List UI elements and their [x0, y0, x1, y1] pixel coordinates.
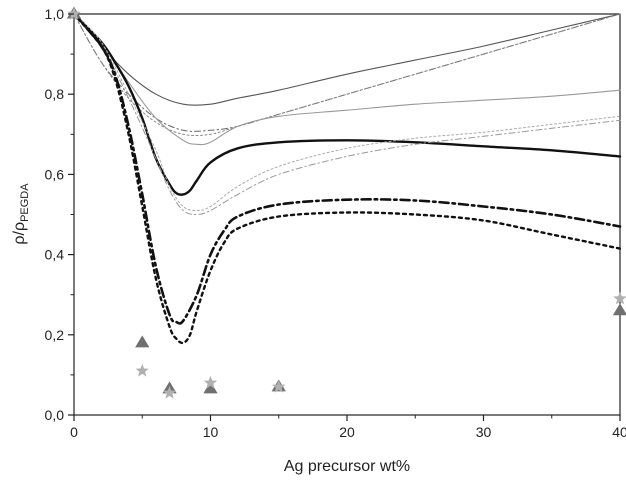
y-axis-title-sub: PEGDA: [19, 183, 31, 222]
triangle-marker: [612, 303, 626, 316]
tick-layer: 0 10 20 30 40 0,0 0,2 0,4 0,6 0,8 1,0: [45, 6, 626, 440]
star-marker: [203, 375, 218, 389]
y-tick-label: 0,8: [45, 86, 65, 102]
y-tick-label: 0,2: [45, 327, 65, 343]
series-line-9: [72, 12, 622, 345]
triangle-marker: [203, 381, 218, 394]
series-line-3: [73, 13, 621, 137]
series-line-7: [73, 13, 621, 216]
star-marker: [135, 363, 149, 377]
star-marker: [67, 7, 81, 20]
series-line-6: [73, 13, 621, 212]
y-tick-label: 0,0: [45, 407, 65, 423]
x-tick-label: 10: [203, 424, 219, 440]
y-tick-label: 1,0: [45, 6, 65, 22]
series-layer: [72, 12, 622, 345]
series-line-4: [73, 13, 621, 146]
x-tick-label: 20: [339, 424, 355, 440]
x-tick-label: 40: [612, 424, 626, 440]
series-line-5: [72, 12, 622, 196]
y-axis-title: ρ/ρPEGDA: [11, 183, 31, 245]
star-marker: [162, 385, 177, 399]
series-line-2: [73, 13, 621, 132]
series-line-1: [73, 13, 621, 106]
y-tick-label: 0,6: [45, 166, 65, 182]
x-axis-title: Ag precursor wt%: [284, 458, 410, 475]
star-marker: [272, 379, 286, 393]
x-tick-label: 0: [70, 424, 78, 440]
star-marker: [613, 291, 626, 305]
x-tick-label: 30: [476, 424, 492, 440]
series-line-8: [72, 12, 622, 325]
y-tick-label: 0,4: [45, 247, 65, 263]
marker-layer: [66, 6, 626, 399]
triangle-marker: [135, 335, 150, 348]
y-axis-title-main: ρ/ρ: [11, 222, 28, 245]
